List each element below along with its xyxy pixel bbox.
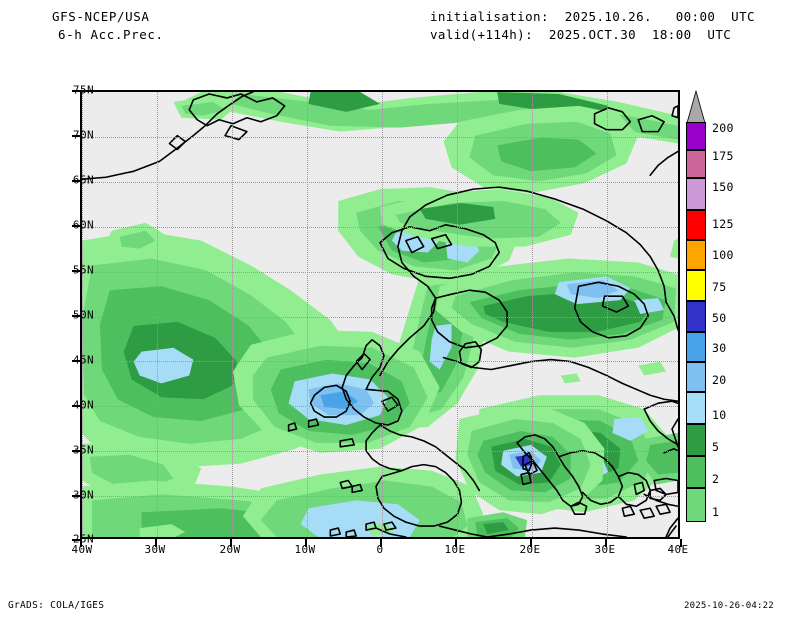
y-axis-label-70N: 70N (72, 128, 94, 142)
colorbar-label-10: 10 (712, 408, 727, 422)
precip-shading-layer (82, 92, 678, 537)
map-plot-area (80, 90, 680, 539)
y-axis-label-35N: 35N (72, 443, 94, 457)
run-info-block: initialisation: 2025.10.26. 00:00 UTC va… (430, 8, 755, 44)
y-axis-label-50N: 50N (72, 308, 94, 322)
colorbar-band-100-125[interactable] (686, 240, 706, 270)
precipitation-map (82, 92, 678, 537)
x-axis-label-10W: 10W (294, 543, 316, 556)
y-axis-label-25N: 25N (72, 532, 94, 546)
y-axis-label-75N: 75N (72, 83, 94, 97)
model-name: GFS-NCEP/USA (52, 9, 150, 24)
y-axis-tick-60N (72, 225, 80, 227)
y-axis-tick-40N (72, 405, 80, 407)
x-axis-tick-0 (380, 539, 382, 547)
y-axis-tick-70N (72, 135, 80, 137)
colorbar-label-150: 150 (712, 180, 734, 194)
x-axis-label-20E: 20E (519, 543, 541, 556)
x-axis-label-0: 0 (376, 543, 384, 556)
x-axis-label-10E: 10E (444, 543, 466, 556)
colorbar-label-1: 1 (712, 505, 720, 519)
colorbar-label-200: 200 (712, 121, 734, 135)
initialisation-line: initialisation: 2025.10.26. 00:00 UTC (430, 9, 755, 24)
colorbar-overflow-arrow (686, 90, 706, 124)
colorbar-label-100: 100 (712, 248, 734, 262)
x-axis-tick-30W (155, 539, 157, 547)
y-axis-tick-65N (72, 180, 80, 182)
colorbar-label-2: 2 (712, 472, 720, 486)
x-axis-label-40E: 40E (667, 543, 689, 556)
colorbar-band-50-75[interactable] (686, 301, 706, 332)
x-axis-tick-20E (530, 539, 532, 547)
colorbar-band-5-10[interactable] (686, 424, 706, 456)
x-axis-tick-20W (230, 539, 232, 547)
precipitation-colorbar[interactable] (686, 122, 706, 522)
y-axis-tick-55N (72, 270, 80, 272)
colorbar-label-30: 30 (712, 341, 727, 355)
colorbar-band-125-150[interactable] (686, 210, 706, 240)
colorbar-label-20: 20 (712, 373, 727, 387)
colorbar-label-50: 50 (712, 311, 727, 325)
y-axis-tick-50N (72, 315, 80, 317)
colorbar-band-30-50[interactable] (686, 332, 706, 362)
y-axis-label-30N: 30N (72, 488, 94, 502)
colorbar-band-10-20[interactable] (686, 392, 706, 424)
colorbar-band-75-100[interactable] (686, 270, 706, 301)
colorbar-band-150-175[interactable] (686, 178, 706, 210)
x-axis-tick-40E (680, 539, 682, 547)
grads-credit: GrADS: COLA/IGES (8, 600, 105, 611)
x-axis-tick-10E (455, 539, 457, 547)
x-axis-tick-10W (305, 539, 307, 547)
y-axis-tick-25N (72, 539, 80, 541)
y-axis-tick-30N (72, 495, 80, 497)
colorbar-band-175-200[interactable] (686, 150, 706, 178)
x-axis-label-20W: 20W (219, 543, 241, 556)
y-axis-label-60N: 60N (72, 218, 94, 232)
colorbar-band-gt200[interactable] (686, 122, 706, 150)
render-timestamp: 2025-10-26-04:22 (684, 601, 774, 611)
colorbar-label-175: 175 (712, 149, 734, 163)
colorbar-label-125: 125 (712, 217, 734, 231)
colorbar-band-2-5[interactable] (686, 456, 706, 488)
colorbar-band-1-2[interactable] (686, 488, 706, 522)
colorbar-label-75: 75 (712, 280, 727, 294)
colorbar-label-5: 5 (712, 440, 720, 454)
x-axis-tick-30E (605, 539, 607, 547)
x-axis-label-30W: 30W (144, 543, 166, 556)
y-axis-tick-45N (72, 360, 80, 362)
model-field: 6-h Acc.Prec. (58, 27, 164, 42)
x-axis-tick-40W (80, 539, 82, 547)
x-axis-label-30E: 30E (594, 543, 616, 556)
y-axis-label-55N: 55N (72, 263, 94, 277)
y-axis-label-65N: 65N (72, 173, 94, 187)
y-axis-tick-35N (72, 450, 80, 452)
model-title-block: GFS-NCEP/USA 6-h Acc.Prec. (52, 8, 164, 44)
colorbar-band-20-30[interactable] (686, 362, 706, 392)
x-axis-label-40W: 40W (71, 543, 93, 556)
y-axis-label-40N: 40N (72, 398, 94, 412)
y-axis-label-45N: 45N (72, 353, 94, 367)
valid-time-line: valid(+114h): 2025.OCT.30 18:00 UTC (430, 27, 732, 42)
y-axis-tick-75N (72, 90, 80, 92)
